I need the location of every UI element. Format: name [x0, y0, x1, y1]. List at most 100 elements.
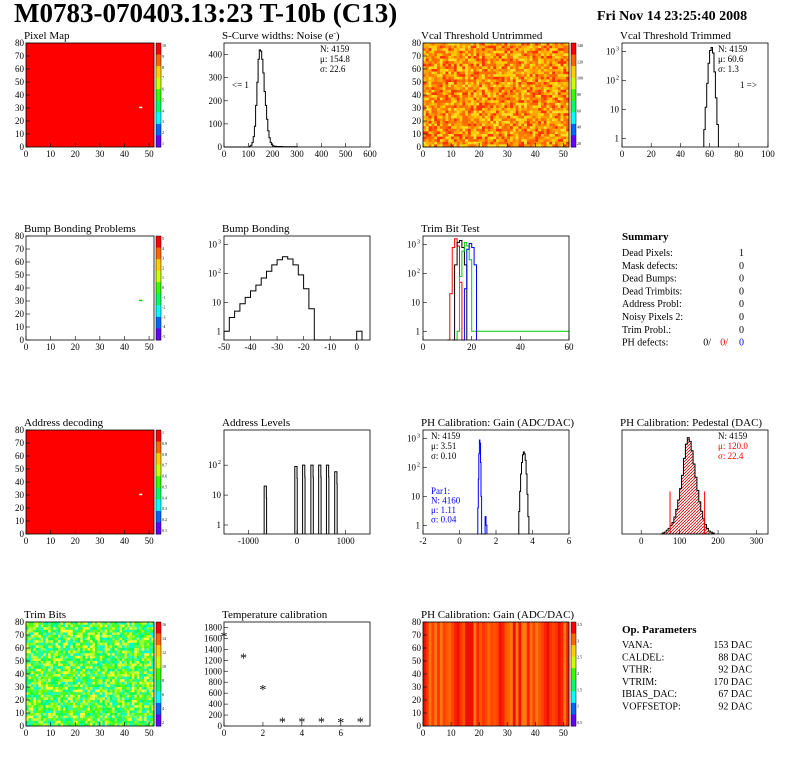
heatmap-cell — [75, 702, 78, 706]
heatmap-cell — [493, 66, 497, 70]
heatmap-cell — [445, 118, 449, 122]
heatmap-cell — [131, 707, 135, 711]
heatmap-cell — [543, 115, 547, 119]
heatmap-cell — [423, 71, 427, 75]
heatmap-cell — [48, 715, 51, 719]
heatmap-cell — [504, 89, 508, 93]
heatmap-cell — [40, 676, 44, 680]
y-tick-label: 70 — [15, 630, 25, 640]
heatmap-cell — [431, 123, 435, 127]
heatmap-cell — [87, 702, 91, 706]
heatmap-cell — [70, 707, 74, 711]
heatmap-cell — [510, 113, 514, 117]
heatmap-cell — [501, 92, 505, 96]
heatmap-cell — [481, 48, 486, 52]
heatmap-cell — [72, 668, 76, 672]
heatmap-cell — [112, 629, 115, 633]
heatmap-cell — [425, 92, 429, 96]
heatmap-cell — [77, 653, 81, 657]
heatmap-cell — [141, 635, 145, 638]
heatmap-column — [557, 622, 561, 726]
heatmap-cell — [560, 53, 564, 57]
heatmap-cell — [107, 668, 110, 672]
heatmap-cell — [554, 89, 559, 93]
heatmap-cell — [442, 144, 446, 148]
heatmap-cell — [107, 650, 110, 654]
heatmap-cell — [104, 697, 108, 701]
heatmap-cell — [48, 694, 51, 698]
x-tick-label: 30 — [503, 728, 513, 738]
heatmap-cell — [28, 687, 32, 690]
heatmap-cell — [535, 92, 539, 96]
heatmap-cell — [126, 642, 130, 646]
heatmap-cell — [102, 713, 106, 716]
heatmap-cell — [425, 71, 429, 75]
heatmap-cell — [99, 637, 103, 641]
heatmap-cell — [501, 141, 505, 145]
heatmap-cell — [521, 71, 525, 75]
heatmap-cell — [30, 637, 34, 641]
heatmap-cell — [439, 121, 443, 124]
heatmap-cell — [524, 115, 528, 119]
heatmap-cell — [467, 128, 472, 132]
heatmap-cell — [141, 692, 145, 696]
heatmap-cell — [467, 131, 472, 135]
heatmap-cell — [465, 71, 469, 75]
heatmap-cell — [479, 144, 483, 148]
heatmap-cell — [65, 679, 69, 683]
heatmap-cell — [490, 118, 494, 122]
heatmap-cell — [77, 624, 81, 628]
heatmap-cell — [122, 632, 125, 636]
heatmap-cell — [77, 668, 81, 672]
x-tick-label: 0 — [421, 342, 426, 352]
heatmap-cell — [40, 624, 44, 628]
heatmap-cell — [540, 82, 545, 85]
chart-title: Bump Bonding — [222, 223, 290, 235]
heatmap-cell — [40, 658, 44, 662]
summary-title: Summary — [622, 231, 669, 243]
heatmap-cell — [60, 637, 64, 641]
heatmap-cell — [538, 69, 542, 72]
heatmap-cell — [97, 666, 101, 670]
heatmap-cell — [538, 118, 542, 122]
heatmap-cell — [552, 84, 556, 88]
heatmap-cell — [490, 58, 494, 62]
heatmap-cell — [518, 141, 522, 145]
heatmap-cell — [60, 720, 64, 724]
heatmap-cell — [129, 648, 133, 651]
heatmap-cell — [33, 694, 37, 698]
heatmap-cell — [151, 681, 155, 685]
y-tick-label: 800 — [209, 677, 223, 687]
heatmap-cell — [112, 674, 115, 677]
heatmap-cell — [112, 702, 115, 706]
x-tick-label: 50 — [559, 728, 569, 738]
heatmap-cell — [521, 43, 525, 46]
heatmap-cell — [431, 131, 435, 135]
heatmap-cell — [33, 666, 37, 670]
heatmap-cell — [512, 48, 516, 52]
heatmap-cell — [431, 102, 435, 106]
heatmap-cell — [490, 105, 494, 109]
heatmap-cell — [529, 61, 533, 65]
y-tick-label: 70 — [15, 51, 25, 61]
heatmap-cell — [549, 48, 553, 52]
heatmap-cell — [540, 100, 545, 104]
heatmap-cell — [442, 115, 446, 119]
heatmap-cell — [72, 627, 76, 631]
heatmap-cell — [470, 45, 474, 49]
heatmap-cell — [546, 58, 550, 62]
heatmap-cell — [512, 82, 516, 85]
heatmap-cell — [82, 705, 86, 709]
heatmap-cell — [423, 45, 427, 49]
heatmap-cell — [479, 110, 483, 114]
heatmap-cell — [102, 687, 106, 690]
heatmap-cell — [549, 118, 553, 122]
heatmap-cell — [87, 650, 91, 654]
heatmap-cell — [442, 108, 446, 111]
heatmap-cell — [151, 658, 155, 662]
heatmap-cell — [124, 715, 128, 719]
heatmap-cell — [456, 58, 460, 62]
heatmap-cell — [55, 723, 59, 727]
heatmap-cell — [434, 61, 438, 65]
heatmap-cell — [552, 58, 556, 62]
